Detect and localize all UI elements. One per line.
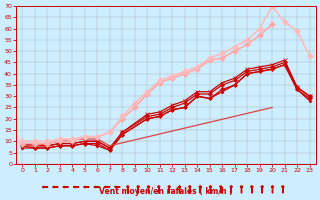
- X-axis label: Vent moyen/en rafales ( km/h ): Vent moyen/en rafales ( km/h ): [99, 187, 233, 196]
